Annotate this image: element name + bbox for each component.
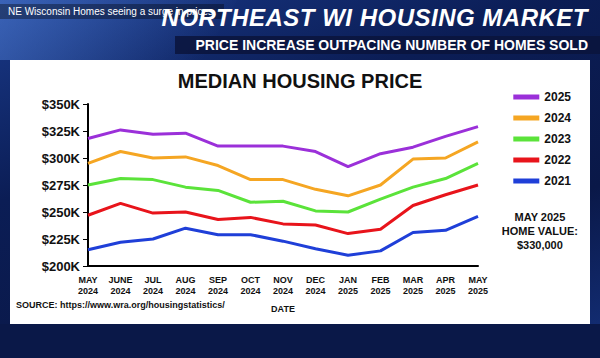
svg-text:$225K: $225K	[42, 232, 81, 247]
svg-text:2025: 2025	[435, 286, 455, 296]
svg-text:2025: 2025	[370, 286, 390, 296]
svg-text:2024: 2024	[305, 286, 325, 296]
svg-text:$200K: $200K	[42, 259, 81, 274]
svg-text:2024: 2024	[78, 286, 98, 296]
svg-text:SEP: SEP	[209, 275, 227, 285]
html-text:NE Wisconsin Homes seeing a su: NE Wisconsin Homes seeing a surge in pri…	[8, 6, 216, 17]
svg-text:MAY: MAY	[468, 275, 487, 285]
svg-text:NOV: NOV	[273, 275, 293, 285]
svg-text:2024: 2024	[175, 286, 195, 296]
svg-text:2024: 2024	[208, 286, 228, 296]
svg-text:$325K: $325K	[42, 124, 81, 139]
html-text:NORTHEAST WI HOUSING MARKET: NORTHEAST WI HOUSING MARKET	[161, 4, 588, 31]
svg-text:MEDIAN HOUSING PRICE: MEDIAN HOUSING PRICE	[178, 70, 422, 92]
svg-text:APR: APR	[436, 275, 456, 285]
svg-text:JUL: JUL	[144, 275, 162, 285]
svg-text:2021: 2021	[544, 174, 571, 188]
svg-text:FEB: FEB	[372, 275, 391, 285]
svg-text:2024: 2024	[544, 111, 571, 125]
svg-text:MAR: MAR	[403, 275, 424, 285]
svg-text:2025: 2025	[468, 286, 488, 296]
svg-text:$300K: $300K	[42, 151, 81, 166]
svg-text:2024: 2024	[240, 286, 260, 296]
svg-text:AUG: AUG	[176, 275, 196, 285]
svg-text:2024: 2024	[273, 286, 293, 296]
svg-text:2025: 2025	[544, 90, 571, 104]
svg-text:$350K: $350K	[42, 97, 81, 112]
html-text:PRICE INCREASE OUTPACING NUMBE: PRICE INCREASE OUTPACING NUMBER OF HOMES…	[195, 37, 588, 53]
svg-text:OCT: OCT	[241, 275, 261, 285]
svg-text:DEC: DEC	[306, 275, 326, 285]
svg-text:MAY 2025: MAY 2025	[515, 211, 566, 223]
svg-text:SOURCE: https://www.wra.org/ho: SOURCE: https://www.wra.org/housingstati…	[16, 300, 225, 310]
svg-text:$330,000: $330,000	[517, 239, 563, 251]
svg-text:2024: 2024	[110, 286, 130, 296]
svg-text:2022: 2022	[544, 153, 571, 167]
svg-text:JAN: JAN	[339, 275, 357, 285]
svg-text:2024: 2024	[143, 286, 163, 296]
svg-text:2025: 2025	[338, 286, 358, 296]
svg-text:HOME VALUE:: HOME VALUE:	[502, 225, 578, 237]
svg-text:DATE: DATE	[271, 304, 295, 314]
svg-text:MAY: MAY	[78, 275, 97, 285]
svg-text:$275K: $275K	[42, 178, 81, 193]
svg-text:JUNE: JUNE	[108, 275, 132, 285]
svg-text:2023: 2023	[544, 132, 571, 146]
svg-text:2025: 2025	[403, 286, 423, 296]
svg-text:$250K: $250K	[42, 205, 81, 220]
